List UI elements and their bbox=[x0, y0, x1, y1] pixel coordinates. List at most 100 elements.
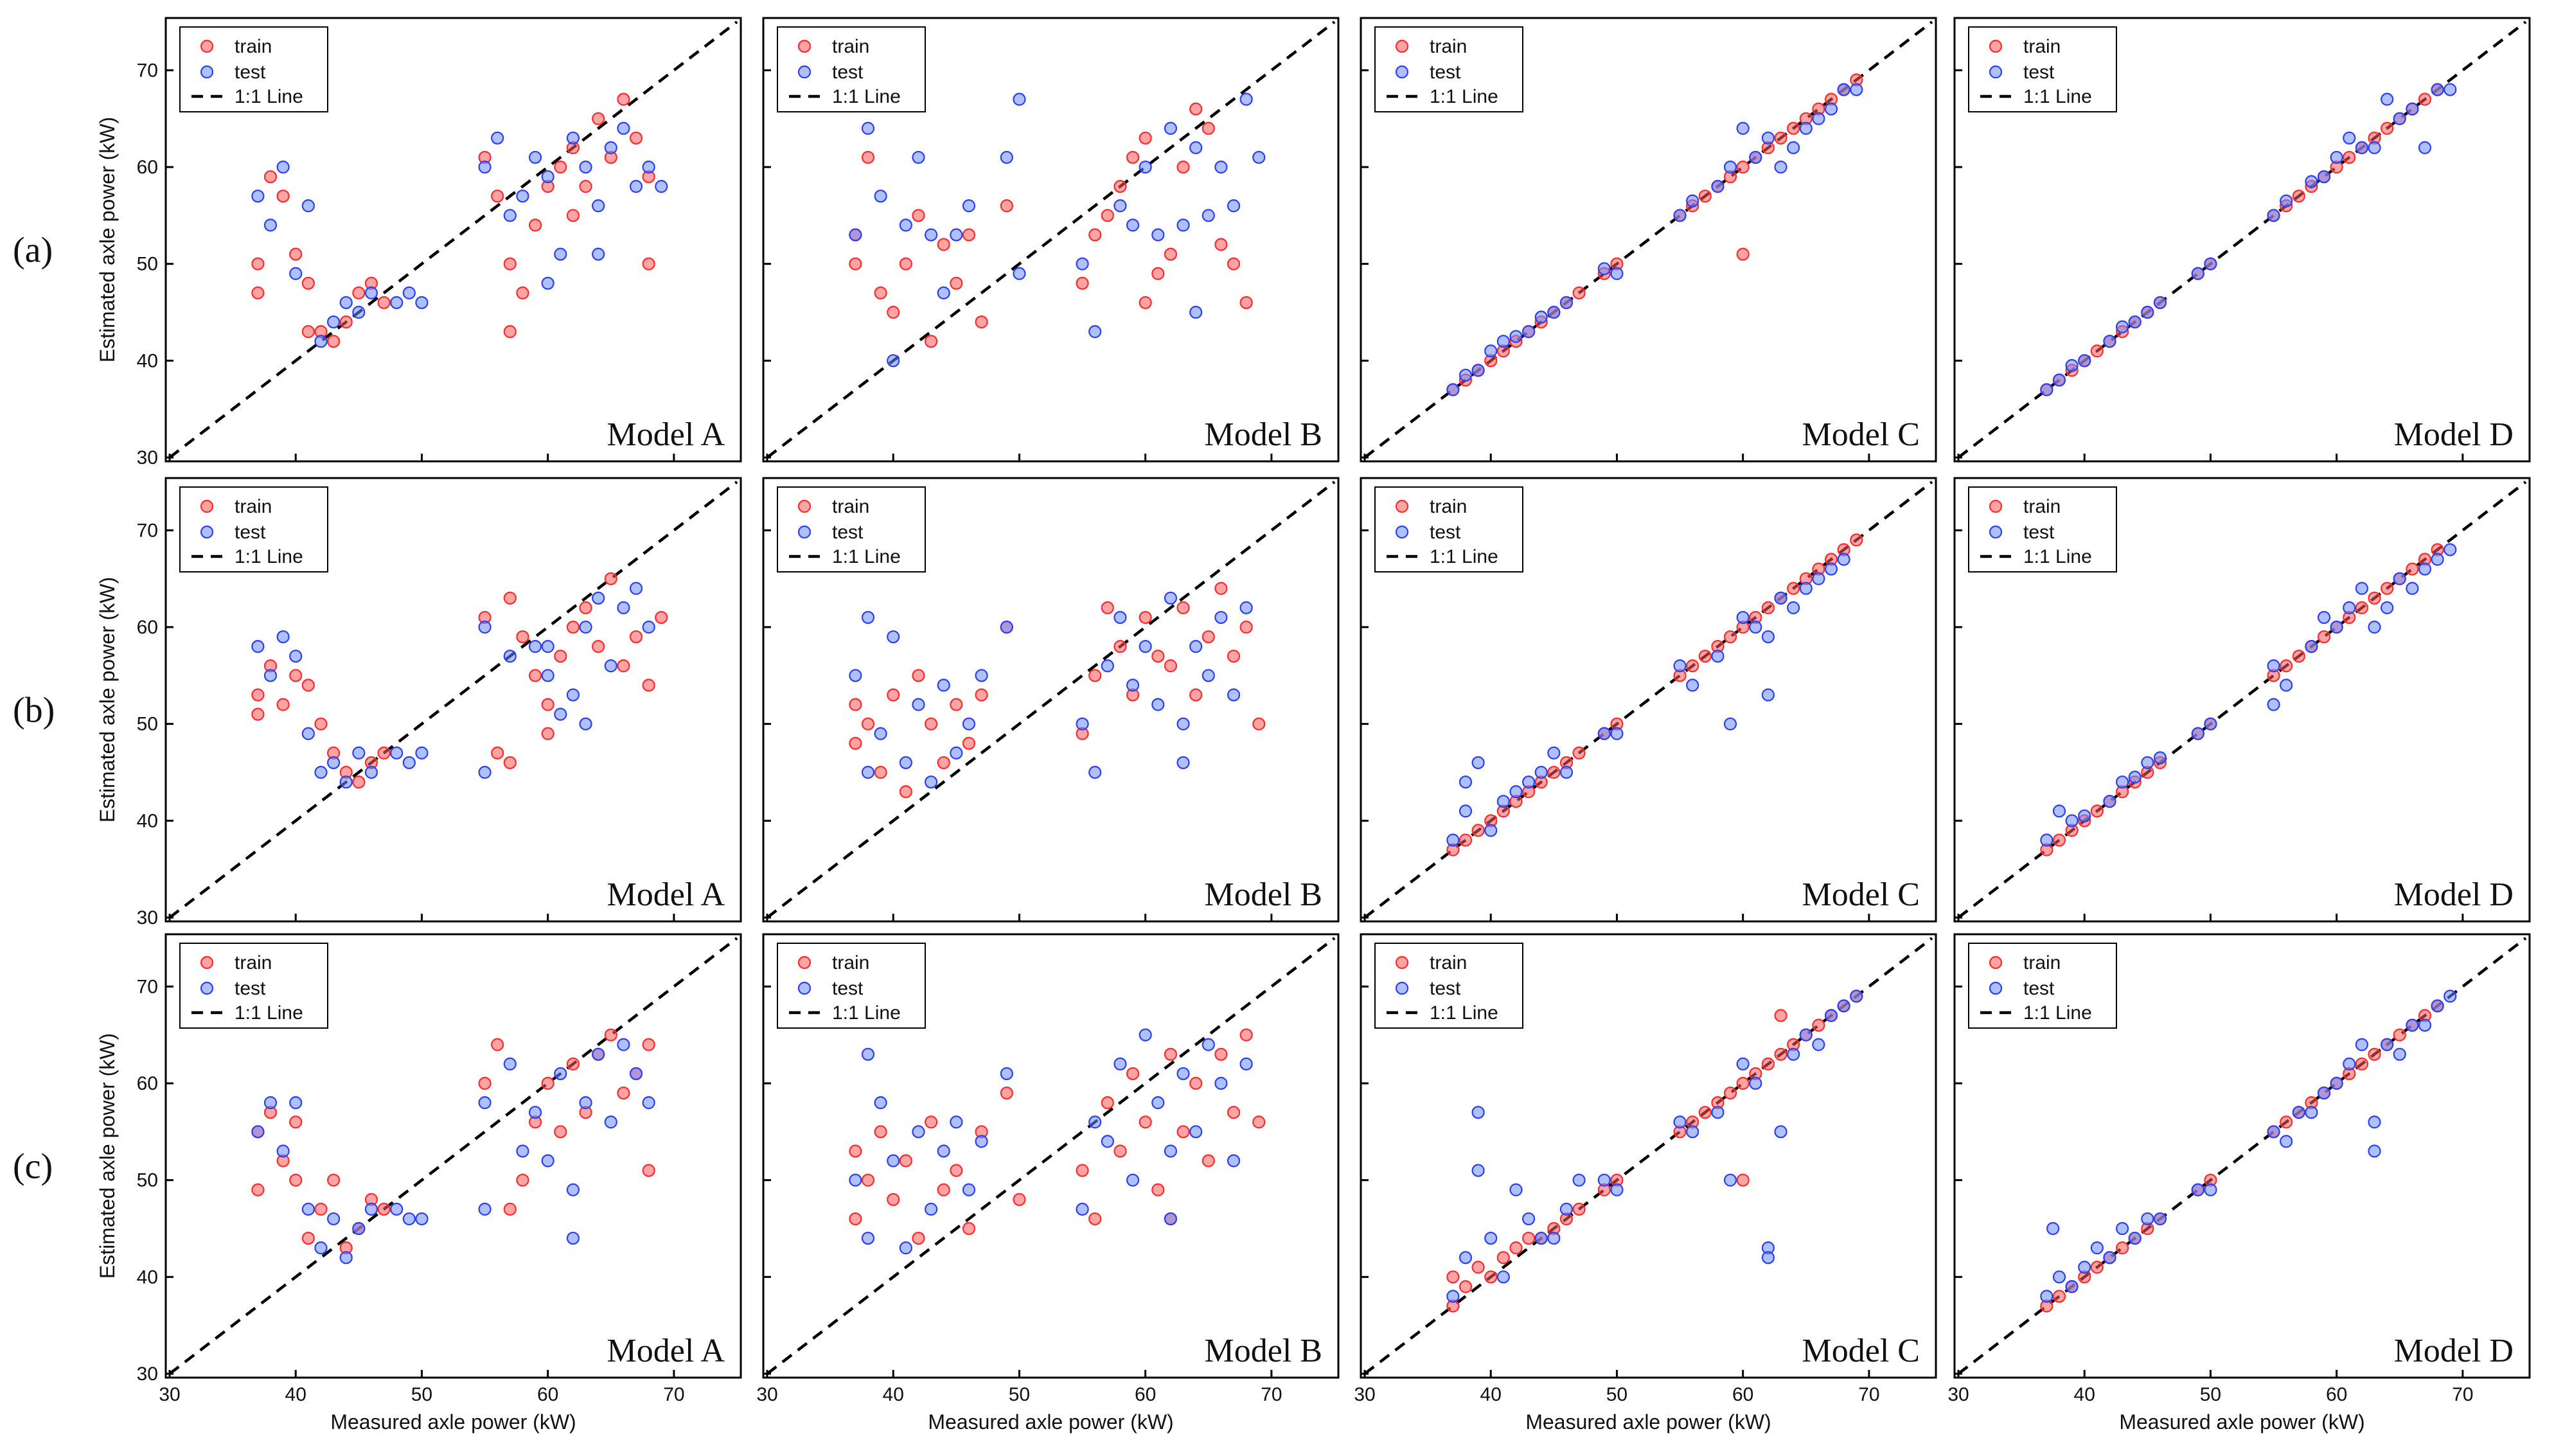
test-point bbox=[415, 1212, 429, 1226]
test-point bbox=[2103, 795, 2116, 808]
x-tick-label: 60 bbox=[537, 1384, 558, 1405]
train-point bbox=[604, 1028, 617, 1042]
test-point bbox=[924, 775, 938, 789]
test-point bbox=[1189, 640, 1203, 653]
test-point bbox=[1774, 591, 1787, 605]
test-point bbox=[912, 698, 925, 711]
train-point bbox=[629, 131, 643, 145]
y-tick-label: 70 bbox=[137, 520, 158, 541]
train-point bbox=[2343, 150, 2356, 164]
train-point bbox=[1139, 131, 1152, 145]
train-point bbox=[251, 688, 265, 702]
test-point bbox=[1496, 335, 1510, 348]
train-point bbox=[541, 727, 554, 740]
test-point bbox=[2153, 1212, 2167, 1226]
one-to-one-line bbox=[1957, 481, 2527, 919]
test-point bbox=[1736, 610, 1750, 625]
train-point bbox=[251, 707, 265, 721]
test-point bbox=[1534, 1231, 1548, 1245]
legend-test-label: test bbox=[2023, 62, 2055, 83]
test-point bbox=[2393, 112, 2406, 125]
train-point bbox=[301, 325, 315, 339]
test-point bbox=[1202, 1038, 1215, 1051]
test-point bbox=[1812, 1038, 1825, 1051]
test-point bbox=[516, 1144, 529, 1158]
test-point bbox=[1013, 267, 1026, 280]
test-point bbox=[2330, 1076, 2343, 1090]
train-point bbox=[874, 286, 887, 299]
test-point bbox=[2443, 990, 2457, 1003]
legend-train-label: train bbox=[1430, 36, 1467, 57]
test-point bbox=[1610, 727, 1624, 740]
test-point bbox=[364, 1202, 378, 1216]
test-point bbox=[1736, 1057, 1750, 1070]
test-point bbox=[629, 1067, 643, 1081]
legend-test-label: test bbox=[832, 978, 864, 999]
test-point bbox=[1189, 1125, 1203, 1139]
test-point bbox=[251, 1125, 265, 1139]
x-tick-label: 70 bbox=[663, 1384, 684, 1405]
train-point bbox=[642, 679, 655, 692]
test-point bbox=[629, 180, 643, 193]
test-point bbox=[339, 775, 353, 789]
train-point bbox=[1774, 131, 1787, 145]
test-point bbox=[2115, 320, 2129, 333]
test-point bbox=[1459, 775, 1473, 789]
test-point bbox=[1850, 83, 1863, 96]
legend-test-marker bbox=[200, 65, 214, 79]
test-point bbox=[2368, 1115, 2381, 1129]
test-point bbox=[1202, 209, 1215, 222]
train-point bbox=[1239, 620, 1253, 634]
legend-line-label: 1:1 Line bbox=[1430, 1002, 1498, 1024]
test-point bbox=[924, 228, 938, 242]
test-point bbox=[2418, 562, 2432, 576]
test-point bbox=[1534, 765, 1548, 779]
train-point bbox=[1139, 610, 1152, 625]
train-point bbox=[326, 1173, 341, 1187]
train-point bbox=[887, 688, 900, 702]
test-point bbox=[1000, 150, 1013, 164]
test-point bbox=[1459, 1251, 1473, 1265]
model-label: Model A bbox=[607, 876, 725, 913]
test-point bbox=[2292, 1106, 2305, 1119]
test-point bbox=[861, 1231, 875, 1245]
test-point bbox=[1088, 325, 1102, 339]
train-point bbox=[1088, 669, 1102, 682]
train-point bbox=[478, 1076, 492, 1090]
test-point bbox=[2191, 727, 2204, 740]
train-point bbox=[2381, 582, 2394, 595]
test-point bbox=[352, 746, 366, 759]
test-point bbox=[2128, 315, 2142, 329]
test-point bbox=[402, 1212, 416, 1226]
test-point bbox=[1824, 1009, 1838, 1022]
test-point bbox=[1711, 1106, 1725, 1119]
legend-test-marker bbox=[1395, 65, 1409, 79]
test-point bbox=[861, 765, 875, 779]
model-label: Model D bbox=[2394, 416, 2514, 453]
test-point bbox=[1610, 267, 1624, 280]
model-label: Model D bbox=[2394, 1333, 2514, 1369]
test-point bbox=[1227, 688, 1241, 702]
test-point bbox=[1151, 228, 1165, 242]
test-point bbox=[975, 669, 988, 682]
test-point bbox=[2305, 175, 2318, 188]
one-to-one-line bbox=[1957, 937, 2527, 1375]
legend-train-marker bbox=[1395, 39, 1409, 53]
legend-line-label: 1:1 Line bbox=[832, 86, 901, 107]
train-point bbox=[528, 669, 542, 682]
test-point bbox=[478, 620, 492, 634]
legend-line-label: 1:1 Line bbox=[235, 1002, 303, 1024]
test-point bbox=[2065, 359, 2079, 372]
train-point bbox=[1189, 102, 1203, 116]
legend-line-label: 1:1 Line bbox=[235, 86, 303, 107]
legend-test-label: test bbox=[1430, 62, 1461, 83]
train-point bbox=[2292, 190, 2305, 203]
test-point bbox=[2052, 1270, 2066, 1284]
plot-frame bbox=[762, 477, 1340, 923]
test-point bbox=[975, 1135, 988, 1148]
test-point bbox=[2305, 640, 2318, 653]
test-point bbox=[1189, 305, 1203, 319]
test-point bbox=[937, 286, 950, 299]
test-point bbox=[861, 610, 875, 625]
